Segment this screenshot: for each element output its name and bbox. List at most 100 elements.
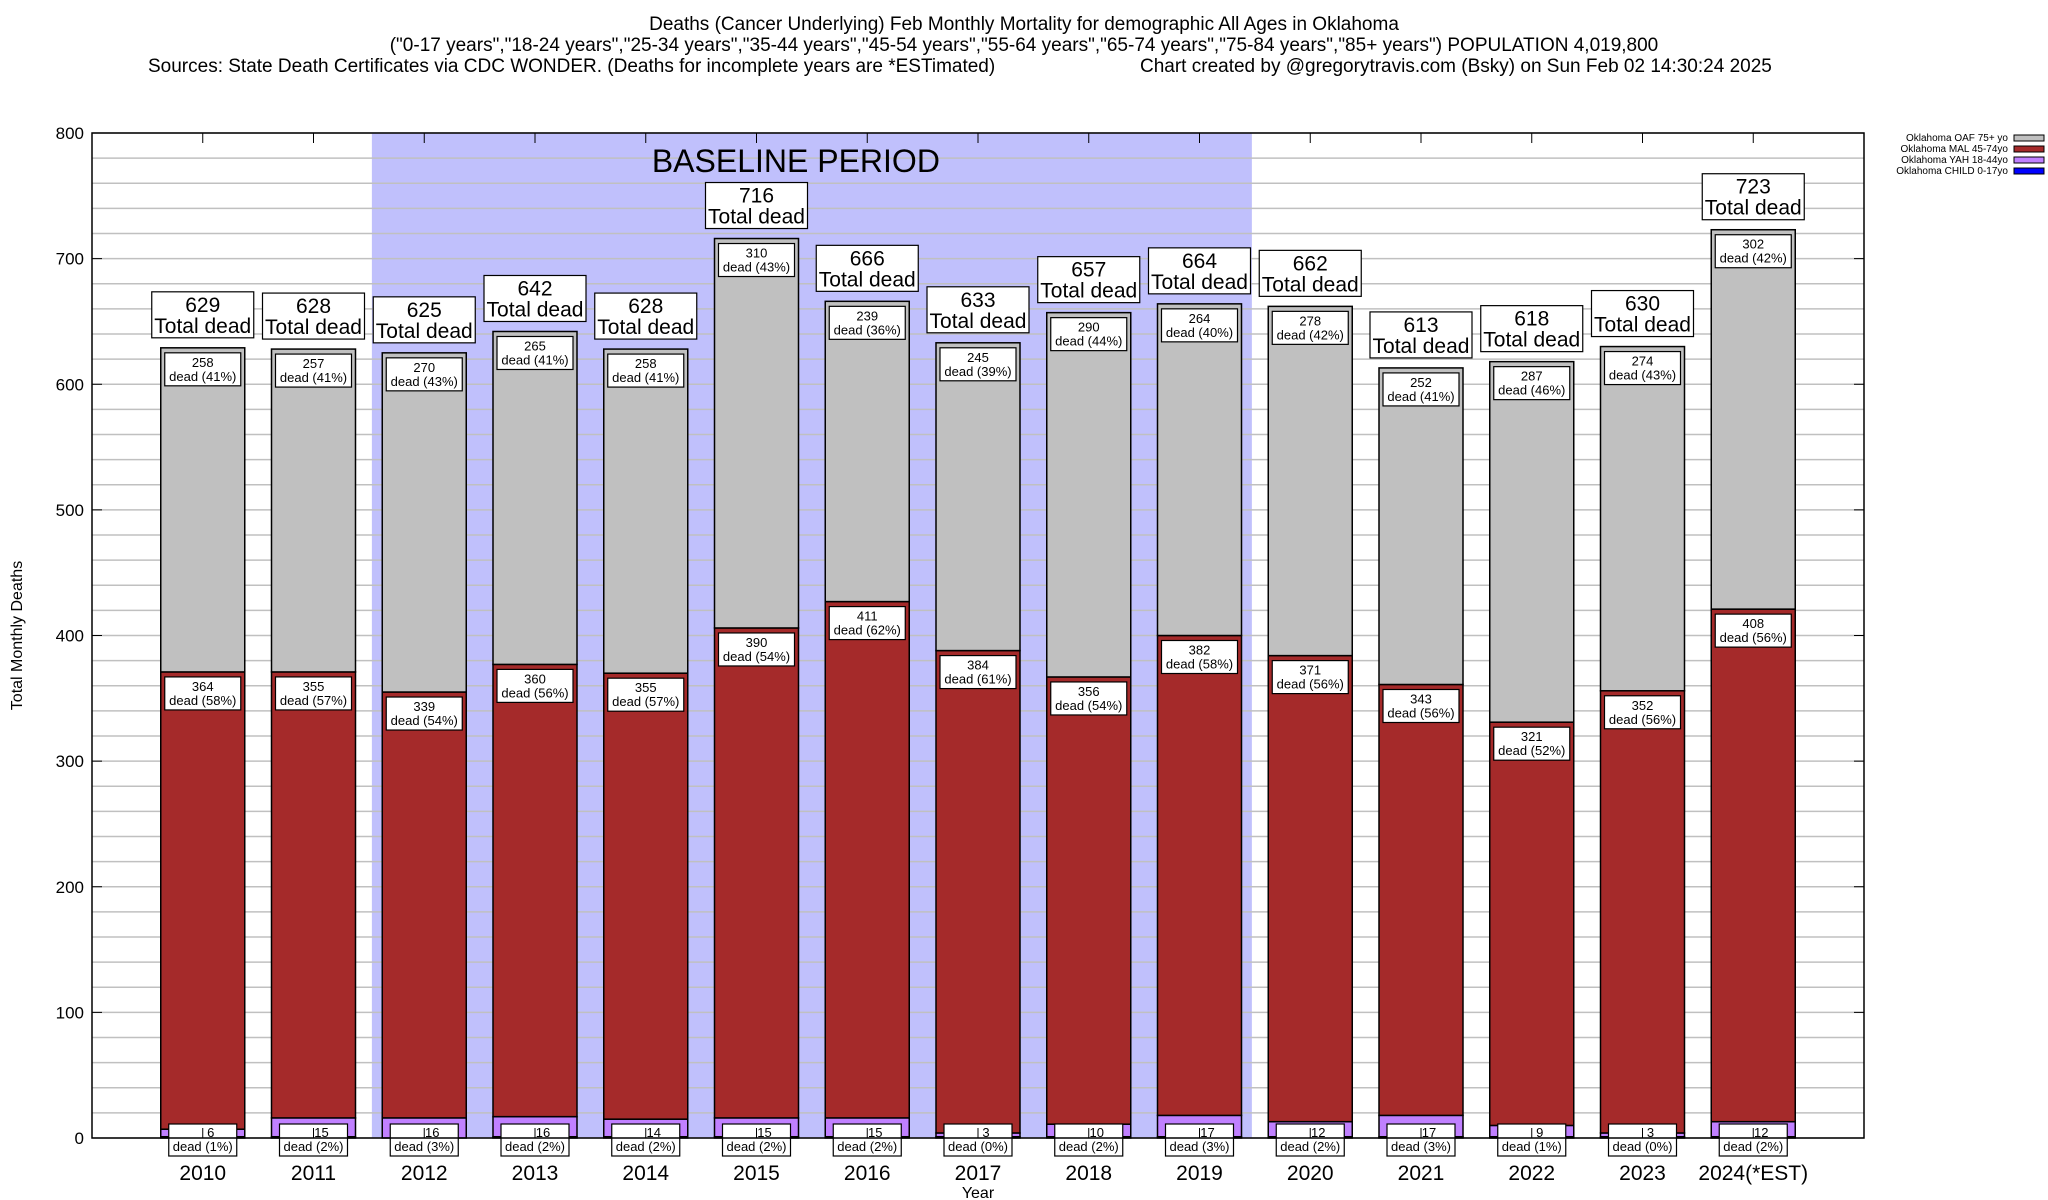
segment-label-box: [1050, 317, 1128, 352]
bar-segment-oklahoma-mal-45-74yo: [1156, 634, 1243, 1117]
total-label-box: [704, 181, 809, 230]
x-tick-label: 2020: [1287, 1162, 1334, 1185]
pct-open: (: [1195, 657, 1204, 672]
bar-segment-oklahoma-mal-45-74yo: [381, 691, 467, 1119]
segment-value: 16: [536, 1125, 550, 1140]
pct-open: (: [1420, 1139, 1429, 1154]
bar-segment-oklahoma-mal-45-74yo: [492, 663, 578, 1118]
x-tick-label: 2023: [1619, 1162, 1666, 1185]
pct-close: ): [1336, 1139, 1340, 1154]
dead-word: dead: [1391, 1139, 1420, 1154]
pct-open: (: [309, 370, 318, 385]
bar-segment-oklahoma-oaf-75-yo: [1046, 311, 1132, 678]
pct-close: ): [786, 260, 790, 275]
pct-close: ): [1004, 1139, 1008, 1154]
total-value: 613: [1403, 314, 1438, 337]
total-value: 664: [1182, 250, 1217, 273]
x-tick-label: 2019: [1176, 1162, 1223, 1185]
pct-open: (: [1638, 712, 1647, 727]
dead-word: dead: [612, 694, 641, 709]
total-label-box: [1037, 256, 1141, 304]
segment-label-box: [1493, 726, 1571, 761]
bar-segment-oklahoma-oaf-75-yo: [160, 347, 246, 673]
dead-word: dead: [173, 1139, 202, 1154]
total-value: 716: [739, 185, 774, 208]
pct-value: 2%: [1317, 1139, 1336, 1154]
total-label-box: [261, 292, 366, 340]
dead-word: dead: [616, 1139, 645, 1154]
pct-open: (: [312, 1139, 321, 1154]
pct-open: (: [1527, 383, 1536, 398]
pct-value: 36%: [871, 322, 897, 337]
pct-value: 3%: [1428, 1139, 1447, 1154]
pct-close: ): [232, 693, 236, 708]
segment-value: 265: [524, 338, 546, 353]
pct-open: (: [645, 1139, 654, 1154]
segment-pct: dead (56%): [1387, 705, 1454, 720]
dead-word: dead: [280, 693, 309, 708]
segment-value: 16: [425, 1125, 439, 1140]
total-value: 629: [185, 294, 220, 317]
pct-open: (: [1416, 389, 1425, 404]
dead-word: dead: [505, 1139, 534, 1154]
pct-value: 56%: [1646, 712, 1672, 727]
pct-open: (: [1531, 1139, 1540, 1154]
dead-word: dead: [837, 1139, 866, 1154]
total-label-box: [1590, 289, 1695, 338]
pct-open: (: [863, 623, 872, 638]
total-label-box: [1701, 173, 1805, 221]
pct-open: (: [1638, 368, 1647, 383]
segment-value: 3: [1647, 1125, 1654, 1140]
pct-value: 56%: [1757, 630, 1783, 645]
bar-segment-oklahoma-mal-45-74yo: [824, 600, 910, 1119]
pct-value: 42%: [1314, 327, 1340, 342]
dead-word: dead: [948, 1139, 977, 1154]
pct-close: ): [1450, 705, 1454, 720]
pct-close: ): [1007, 672, 1011, 687]
pct-close: ): [786, 649, 790, 664]
pct-value: 41%: [206, 369, 232, 384]
dead-word: dead: [1609, 712, 1638, 727]
segment-pct: dead (62%): [834, 623, 901, 638]
pct-open: (: [752, 260, 761, 275]
dead-word: dead: [169, 369, 198, 384]
pct-open: (: [309, 693, 318, 708]
chart-subtitle: ("0-17 years","18-24 years","25-34 years…: [389, 35, 1659, 56]
total-label-box: [1480, 305, 1584, 353]
pct-value: 3%: [1206, 1139, 1225, 1154]
x-tick-label: 2012: [401, 1162, 448, 1185]
pct-value: 2%: [763, 1139, 782, 1154]
pct-open: (: [423, 1139, 432, 1154]
x-tick-label: 2022: [1508, 1162, 1555, 1185]
total-label-box: [1147, 247, 1252, 295]
pct-open: (: [1084, 334, 1093, 349]
bar-segment-oklahoma-oaf-75-yo: [935, 342, 1021, 652]
segment-value: 3: [982, 1125, 989, 1140]
dead-word: dead: [726, 1139, 755, 1154]
segment-value: 287: [1521, 369, 1543, 384]
segment-pct: dead (43%): [391, 374, 458, 389]
pct-open: (: [866, 1139, 875, 1154]
total-dead-label: Total dead: [708, 206, 805, 229]
legend-swatch: [2013, 156, 2045, 164]
total-dead-label: Total dead: [597, 316, 694, 339]
total-dead-label: Total dead: [265, 316, 362, 339]
dead-word: dead: [1720, 630, 1749, 645]
segment-label-box: [607, 353, 685, 388]
segment-pct: dead (44%): [1055, 334, 1122, 349]
